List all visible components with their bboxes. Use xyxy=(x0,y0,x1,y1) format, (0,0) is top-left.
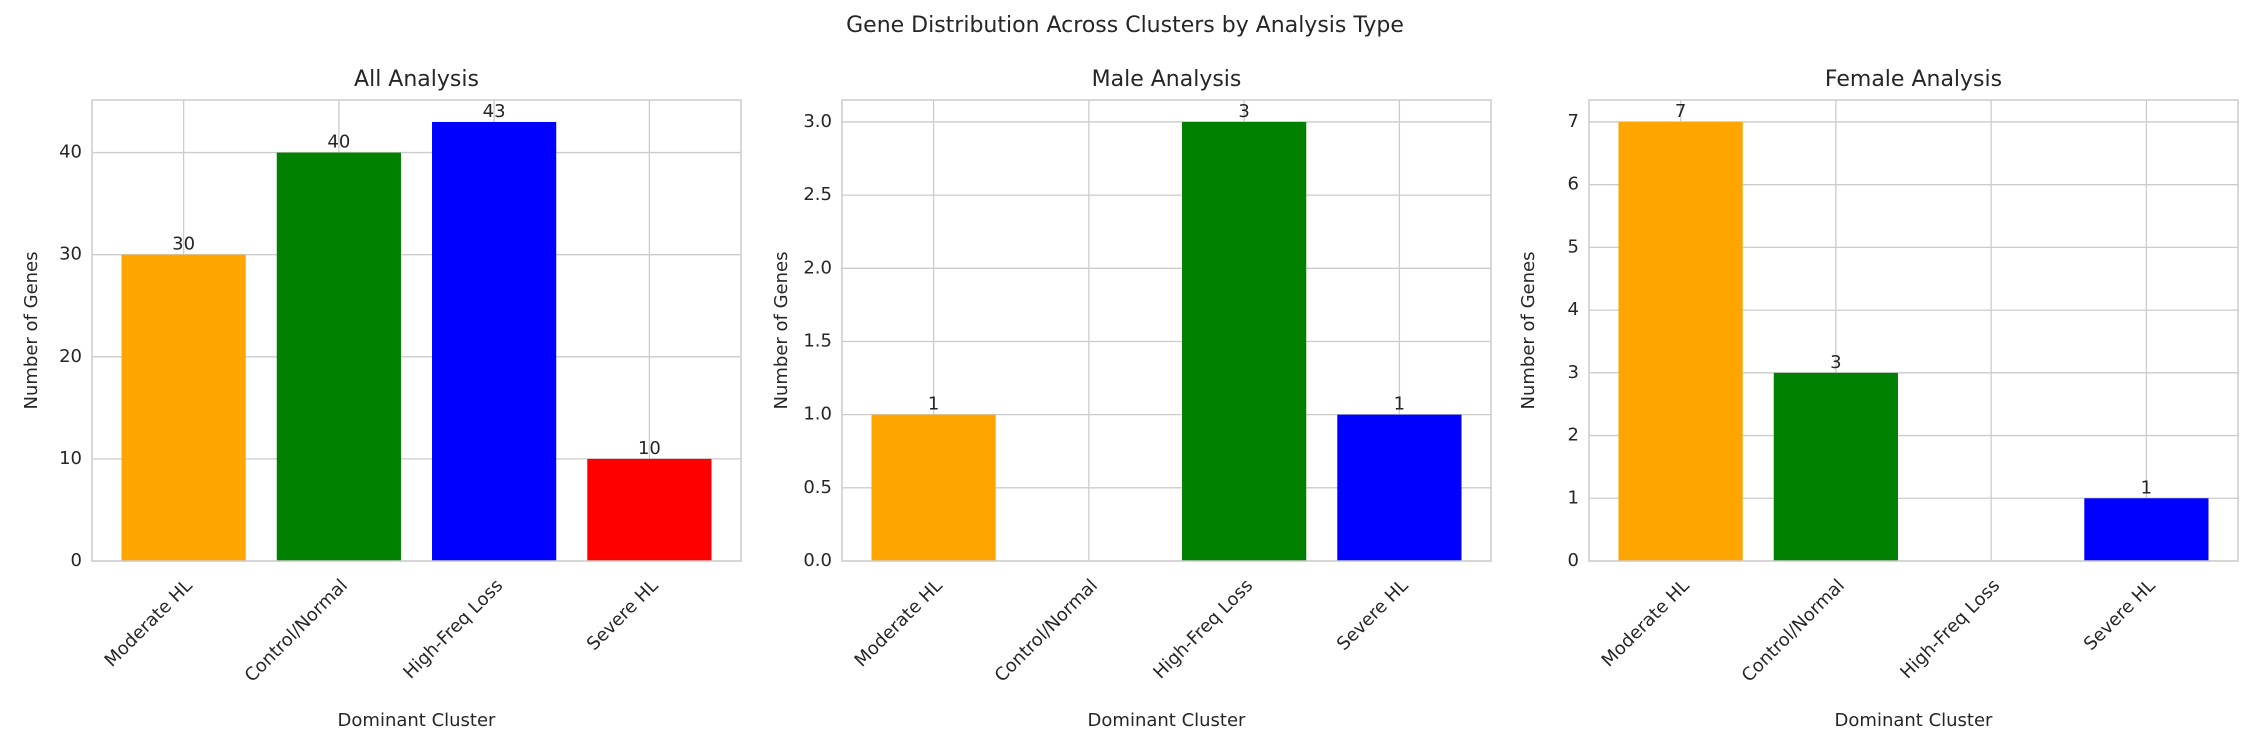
data-label: 30 xyxy=(172,234,195,255)
data-label: 40 xyxy=(327,132,350,153)
axes-title: Female Analysis xyxy=(1825,67,2002,92)
y-tick-label: 0 xyxy=(1568,550,1579,571)
data-label: 3 xyxy=(1238,101,1249,122)
y-tick-label: 0.0 xyxy=(803,550,832,571)
y-tick-label: 30 xyxy=(59,244,82,265)
data-label: 1 xyxy=(1394,394,1405,415)
data-label: 10 xyxy=(638,438,661,459)
y-tick-label: 20 xyxy=(59,346,82,367)
y-tick-label: 0 xyxy=(71,550,82,571)
bar xyxy=(1773,372,1898,561)
bar xyxy=(587,458,712,561)
x-axis-label: Dominant Cluster xyxy=(1088,710,1247,731)
x-axis-label: Dominant Cluster xyxy=(338,710,497,731)
figure-title: Gene Distribution Across Clusters by Ana… xyxy=(846,13,1404,38)
bar xyxy=(1182,121,1307,561)
axes-title: Male Analysis xyxy=(1092,67,1242,92)
axes-title: All Analysis xyxy=(354,67,479,92)
bar xyxy=(2084,498,2209,561)
y-axis-label: Number of Genes xyxy=(21,252,42,410)
axes-frame xyxy=(1588,99,2239,562)
y-tick-label: 0.5 xyxy=(803,477,832,498)
y-tick-label: 4 xyxy=(1568,299,1579,320)
data-label: 7 xyxy=(1675,101,1686,122)
bar xyxy=(432,121,557,561)
y-tick-label: 2.0 xyxy=(803,257,832,278)
y-tick-label: 6 xyxy=(1568,174,1579,195)
y-tick-label: 2 xyxy=(1568,425,1579,446)
y-tick-label: 1.5 xyxy=(803,330,832,351)
y-tick-label: 10 xyxy=(59,448,82,469)
y-tick-label: 3 xyxy=(1568,362,1579,383)
data-label: 1 xyxy=(928,394,939,415)
data-label: 43 xyxy=(483,101,506,122)
axes-frame xyxy=(841,99,1492,562)
y-tick-label: 3.0 xyxy=(803,111,832,132)
bar xyxy=(871,414,996,561)
y-tick-label: 1 xyxy=(1568,487,1579,508)
y-tick-label: 5 xyxy=(1568,236,1579,257)
axes-frame xyxy=(91,99,742,562)
y-axis-label: Number of Genes xyxy=(771,252,792,410)
y-tick-label: 2.5 xyxy=(803,184,832,205)
y-axis-label: Number of Genes xyxy=(1518,252,1539,410)
y-tick-label: 1.0 xyxy=(803,404,832,425)
bar xyxy=(276,152,401,561)
x-axis-label: Dominant Cluster xyxy=(1835,710,1994,731)
bar xyxy=(1337,414,1462,561)
data-label: 1 xyxy=(2141,477,2152,498)
y-tick-label: 40 xyxy=(59,142,82,163)
y-tick-label: 7 xyxy=(1568,111,1579,132)
data-label: 3 xyxy=(1830,352,1841,373)
bar xyxy=(1618,121,1743,561)
bar xyxy=(121,254,246,561)
